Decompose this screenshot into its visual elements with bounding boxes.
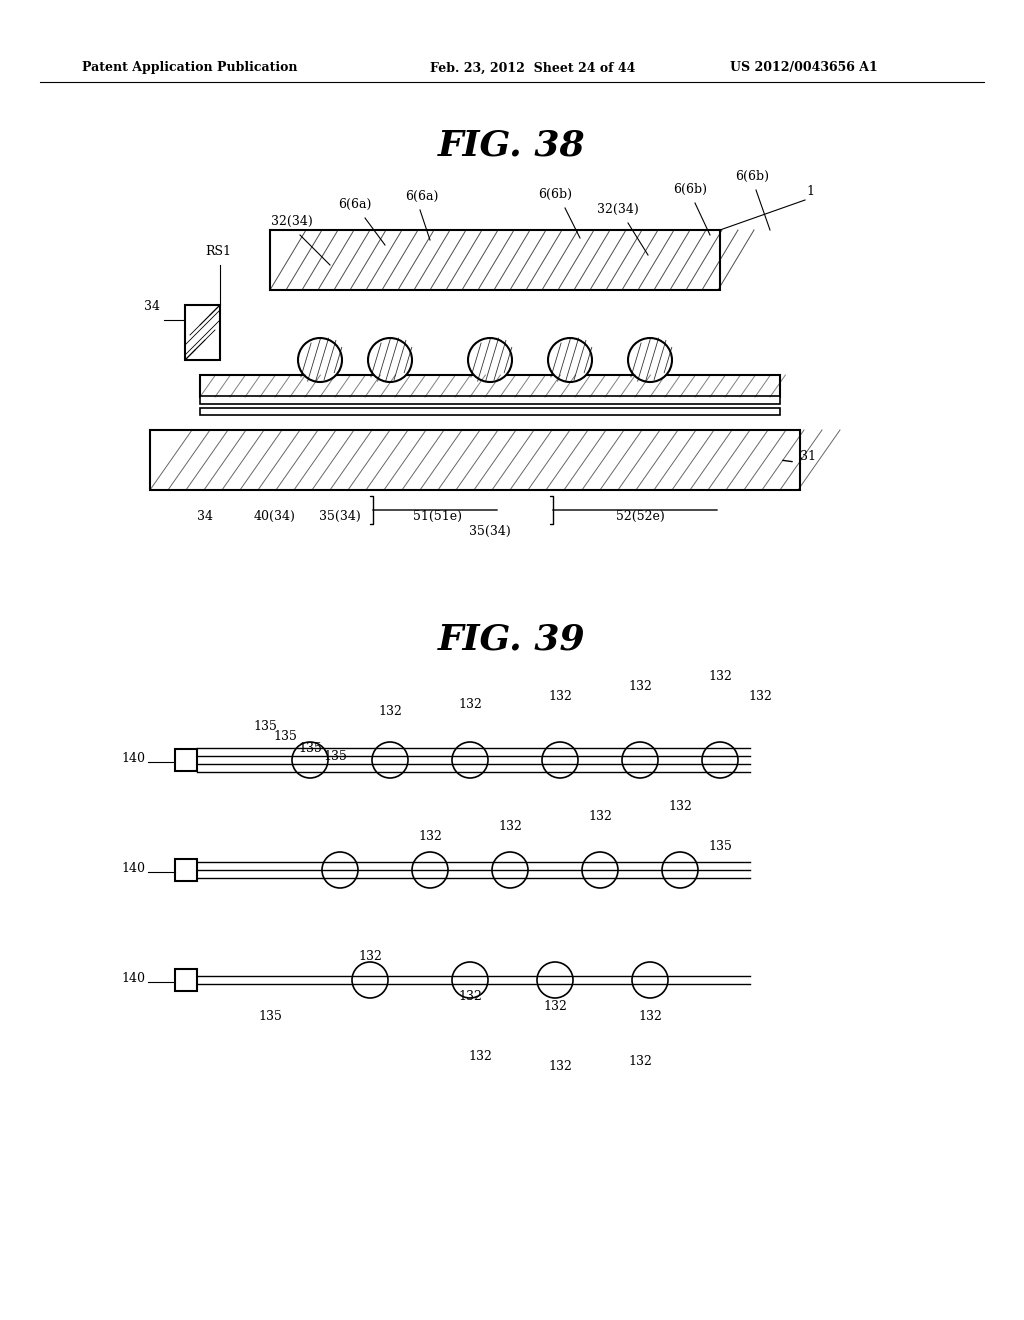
- Circle shape: [368, 338, 412, 381]
- Text: 6(6a): 6(6a): [338, 198, 372, 211]
- Circle shape: [548, 338, 592, 381]
- Circle shape: [662, 851, 698, 888]
- Text: 140: 140: [121, 972, 145, 985]
- Text: 52(52e): 52(52e): [615, 510, 665, 523]
- Text: 34: 34: [197, 510, 213, 523]
- Text: 34: 34: [144, 300, 160, 313]
- Circle shape: [537, 962, 573, 998]
- Bar: [175, 969, 197, 991]
- Circle shape: [298, 338, 342, 381]
- Text: US 2012/0043656 A1: US 2012/0043656 A1: [730, 62, 878, 74]
- Text: 31: 31: [800, 450, 816, 463]
- Circle shape: [542, 742, 578, 777]
- Text: 135: 135: [298, 742, 322, 755]
- Text: 132: 132: [543, 1001, 567, 1012]
- Text: 135: 135: [708, 840, 732, 853]
- Text: 35(34): 35(34): [319, 510, 360, 523]
- Text: FIG. 38: FIG. 38: [438, 128, 586, 162]
- Text: 132: 132: [468, 1049, 492, 1063]
- Circle shape: [452, 742, 488, 777]
- Text: 51(51e): 51(51e): [413, 510, 462, 523]
- Text: 132: 132: [628, 1055, 652, 1068]
- Text: 32(34): 32(34): [597, 203, 639, 216]
- Text: 1: 1: [806, 185, 814, 198]
- Circle shape: [468, 338, 512, 381]
- Text: 132: 132: [498, 820, 522, 833]
- Text: FIG. 39: FIG. 39: [438, 623, 586, 657]
- Circle shape: [292, 742, 328, 777]
- Circle shape: [622, 742, 658, 777]
- Bar: [200, 375, 780, 397]
- Circle shape: [492, 851, 528, 888]
- Text: 135: 135: [273, 730, 297, 743]
- Circle shape: [628, 338, 672, 381]
- Bar: [175, 859, 197, 880]
- Text: Feb. 23, 2012  Sheet 24 of 44: Feb. 23, 2012 Sheet 24 of 44: [430, 62, 635, 74]
- Text: 132: 132: [458, 698, 482, 711]
- Circle shape: [632, 962, 668, 998]
- Text: 6(6b): 6(6b): [673, 183, 707, 195]
- Text: 140: 140: [121, 752, 145, 766]
- Text: RS1: RS1: [205, 246, 231, 257]
- Text: 132: 132: [628, 680, 652, 693]
- Circle shape: [352, 962, 388, 998]
- Text: 135: 135: [258, 1010, 282, 1023]
- Circle shape: [412, 851, 449, 888]
- Text: 132: 132: [458, 990, 482, 1003]
- Text: 140: 140: [121, 862, 145, 875]
- Text: 132: 132: [588, 810, 612, 822]
- Bar: [150, 430, 800, 490]
- Bar: [185, 305, 220, 360]
- Text: 132: 132: [638, 1010, 662, 1023]
- Text: 35(34): 35(34): [469, 525, 511, 539]
- Circle shape: [582, 851, 618, 888]
- Text: 132: 132: [548, 690, 572, 704]
- Text: 6(6b): 6(6b): [735, 170, 769, 183]
- Text: 32(34): 32(34): [271, 215, 313, 228]
- Text: 135: 135: [323, 750, 347, 763]
- Circle shape: [702, 742, 738, 777]
- Bar: [200, 396, 780, 404]
- Text: Patent Application Publication: Patent Application Publication: [82, 62, 298, 74]
- Text: 132: 132: [749, 690, 772, 704]
- Circle shape: [372, 742, 408, 777]
- Text: 40(34): 40(34): [254, 510, 296, 523]
- Text: 132: 132: [548, 1060, 572, 1073]
- Text: 132: 132: [668, 800, 692, 813]
- Text: 132: 132: [378, 705, 402, 718]
- Text: 135: 135: [253, 719, 276, 733]
- Text: 132: 132: [418, 830, 442, 843]
- Bar: [200, 408, 780, 414]
- Circle shape: [452, 962, 488, 998]
- Bar: [175, 748, 197, 771]
- Text: 132: 132: [358, 950, 382, 964]
- Text: 132: 132: [708, 671, 732, 682]
- Circle shape: [322, 851, 358, 888]
- Bar: [270, 230, 720, 290]
- Text: 6(6a): 6(6a): [406, 190, 438, 203]
- Text: 6(6b): 6(6b): [538, 187, 572, 201]
